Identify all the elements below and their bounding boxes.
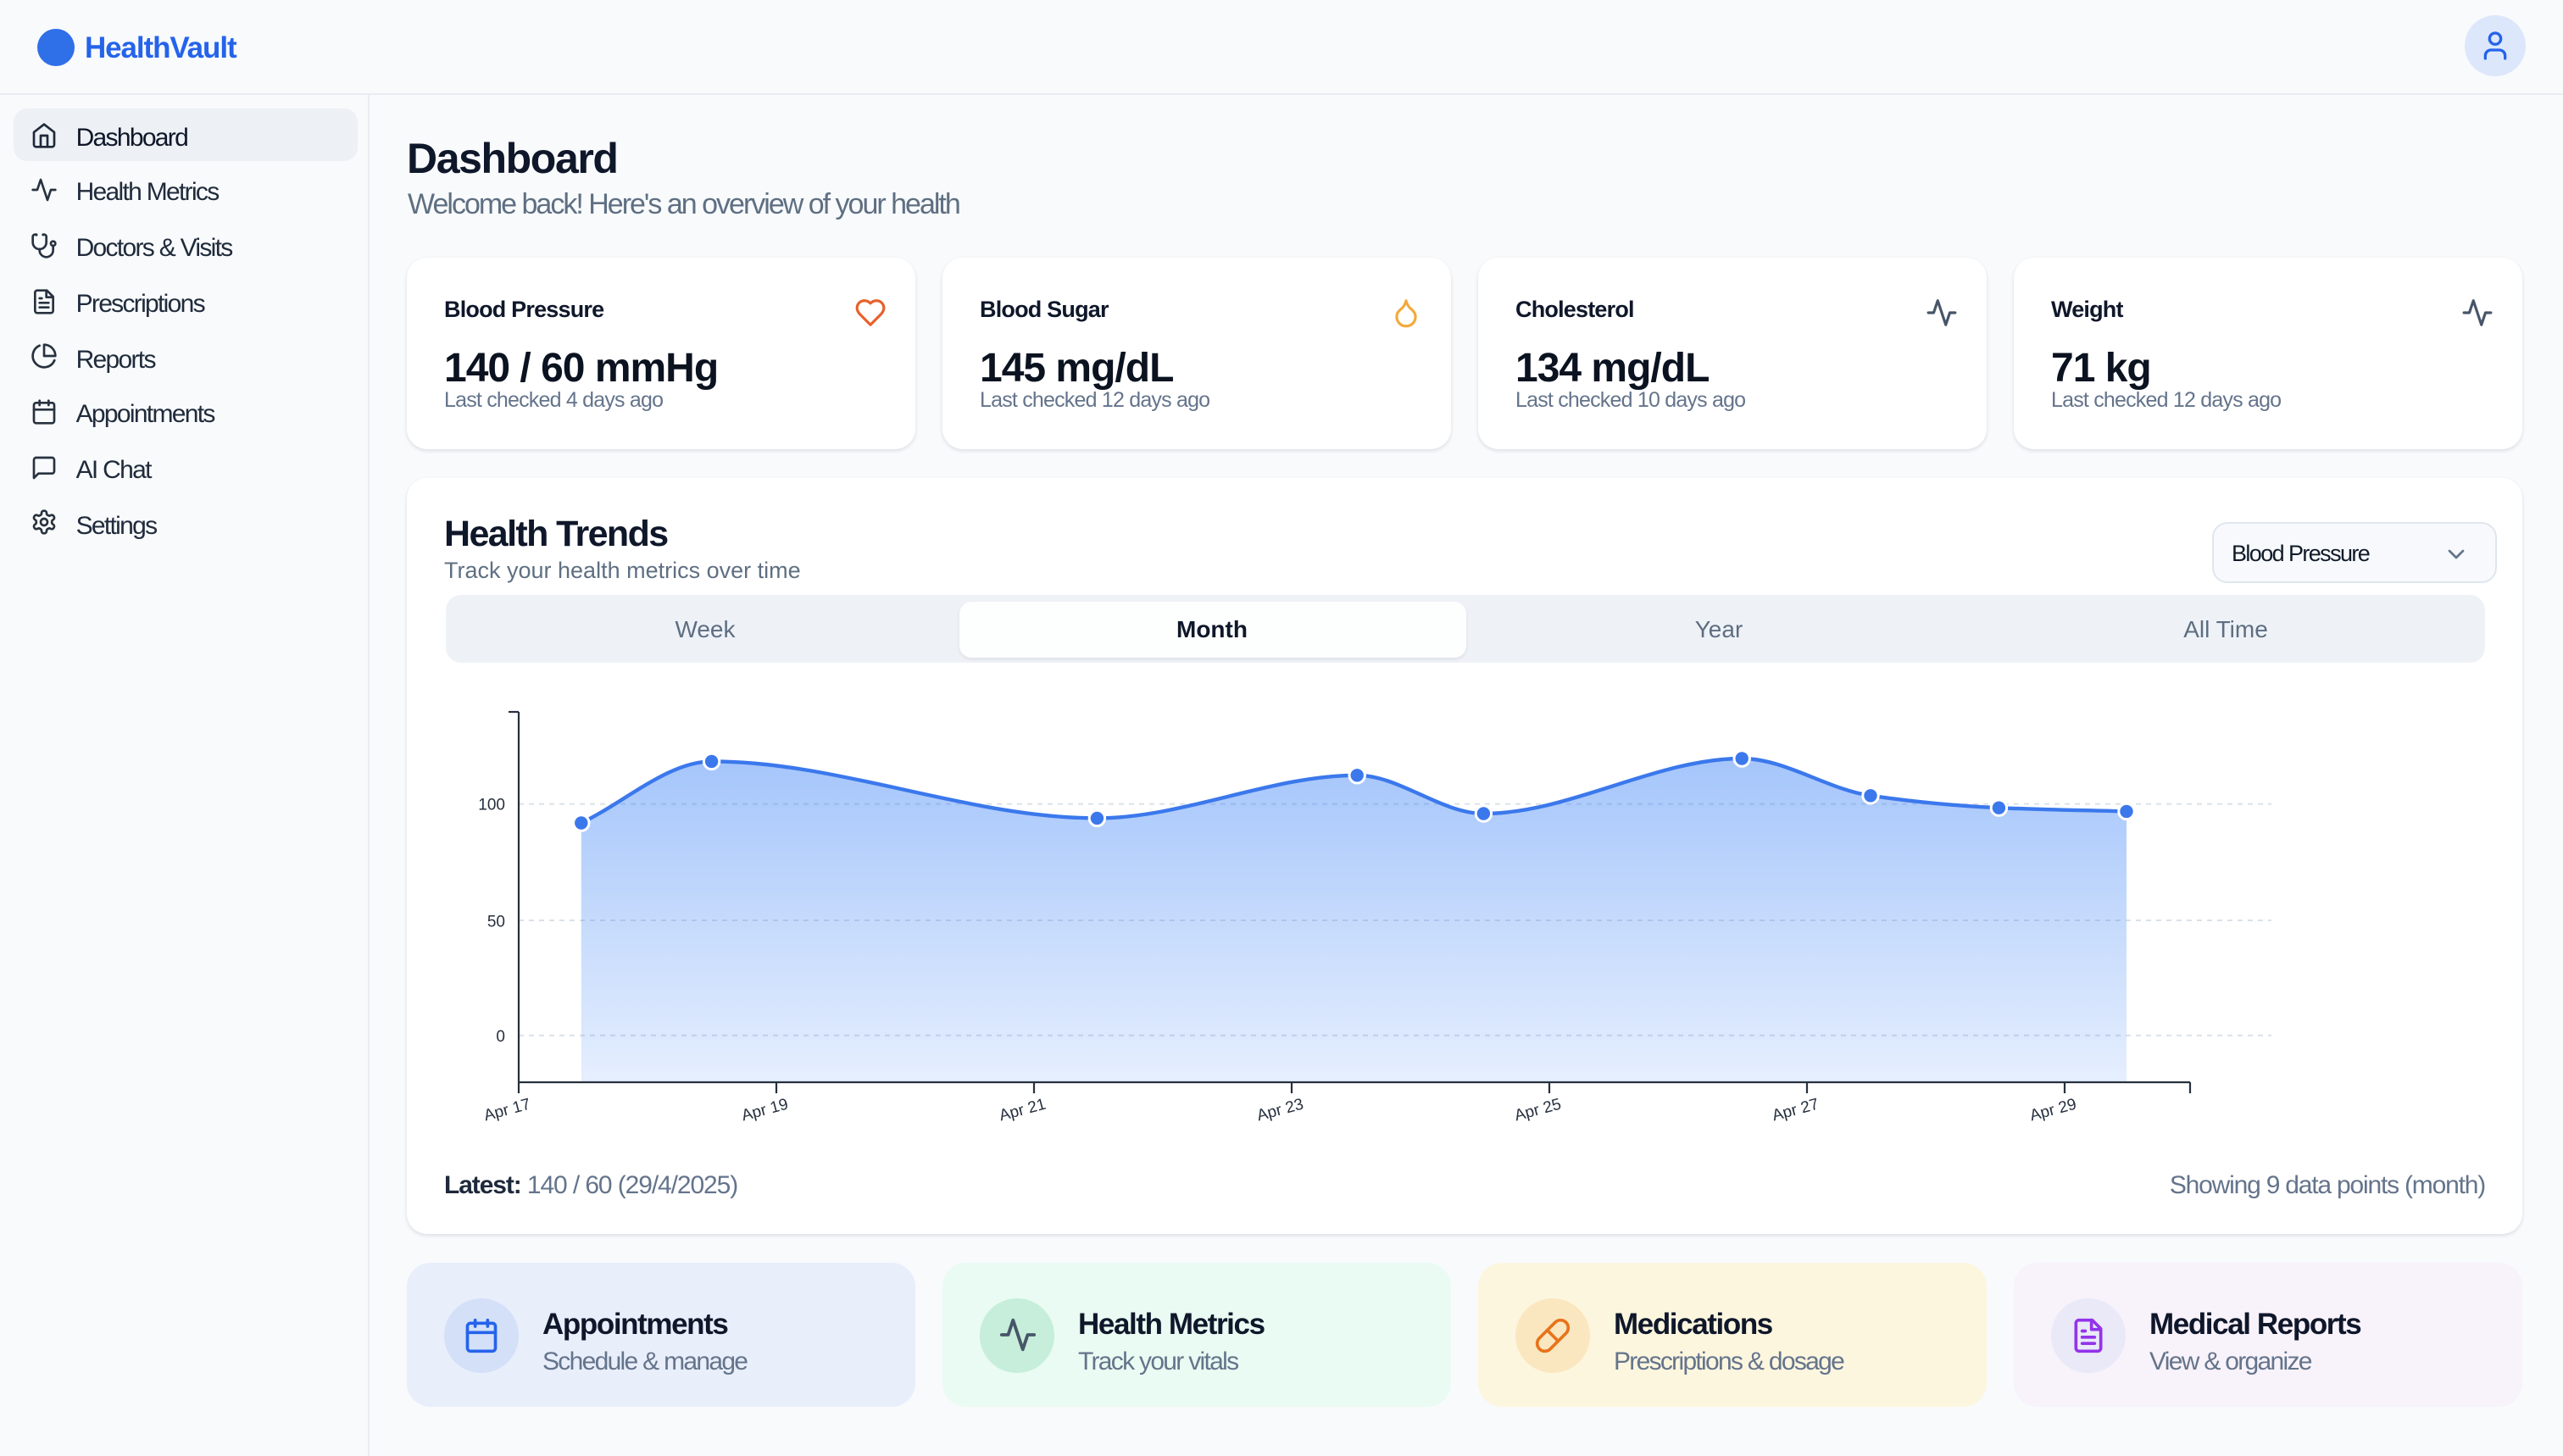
svg-text:Apr 27: Apr 27 (1771, 1096, 1821, 1125)
svg-text:Apr 29: Apr 29 (2028, 1096, 2079, 1125)
svg-text:100: 100 (478, 797, 505, 814)
svg-text:Apr 23: Apr 23 (1255, 1096, 1306, 1125)
svg-text:Apr 21: Apr 21 (998, 1096, 1048, 1125)
svg-text:0: 0 (496, 1028, 505, 1046)
svg-text:Apr 17: Apr 17 (482, 1096, 533, 1125)
svg-text:50: 50 (487, 913, 505, 931)
svg-text:Apr 25: Apr 25 (1513, 1096, 1564, 1125)
svg-text:Apr 19: Apr 19 (740, 1096, 791, 1125)
